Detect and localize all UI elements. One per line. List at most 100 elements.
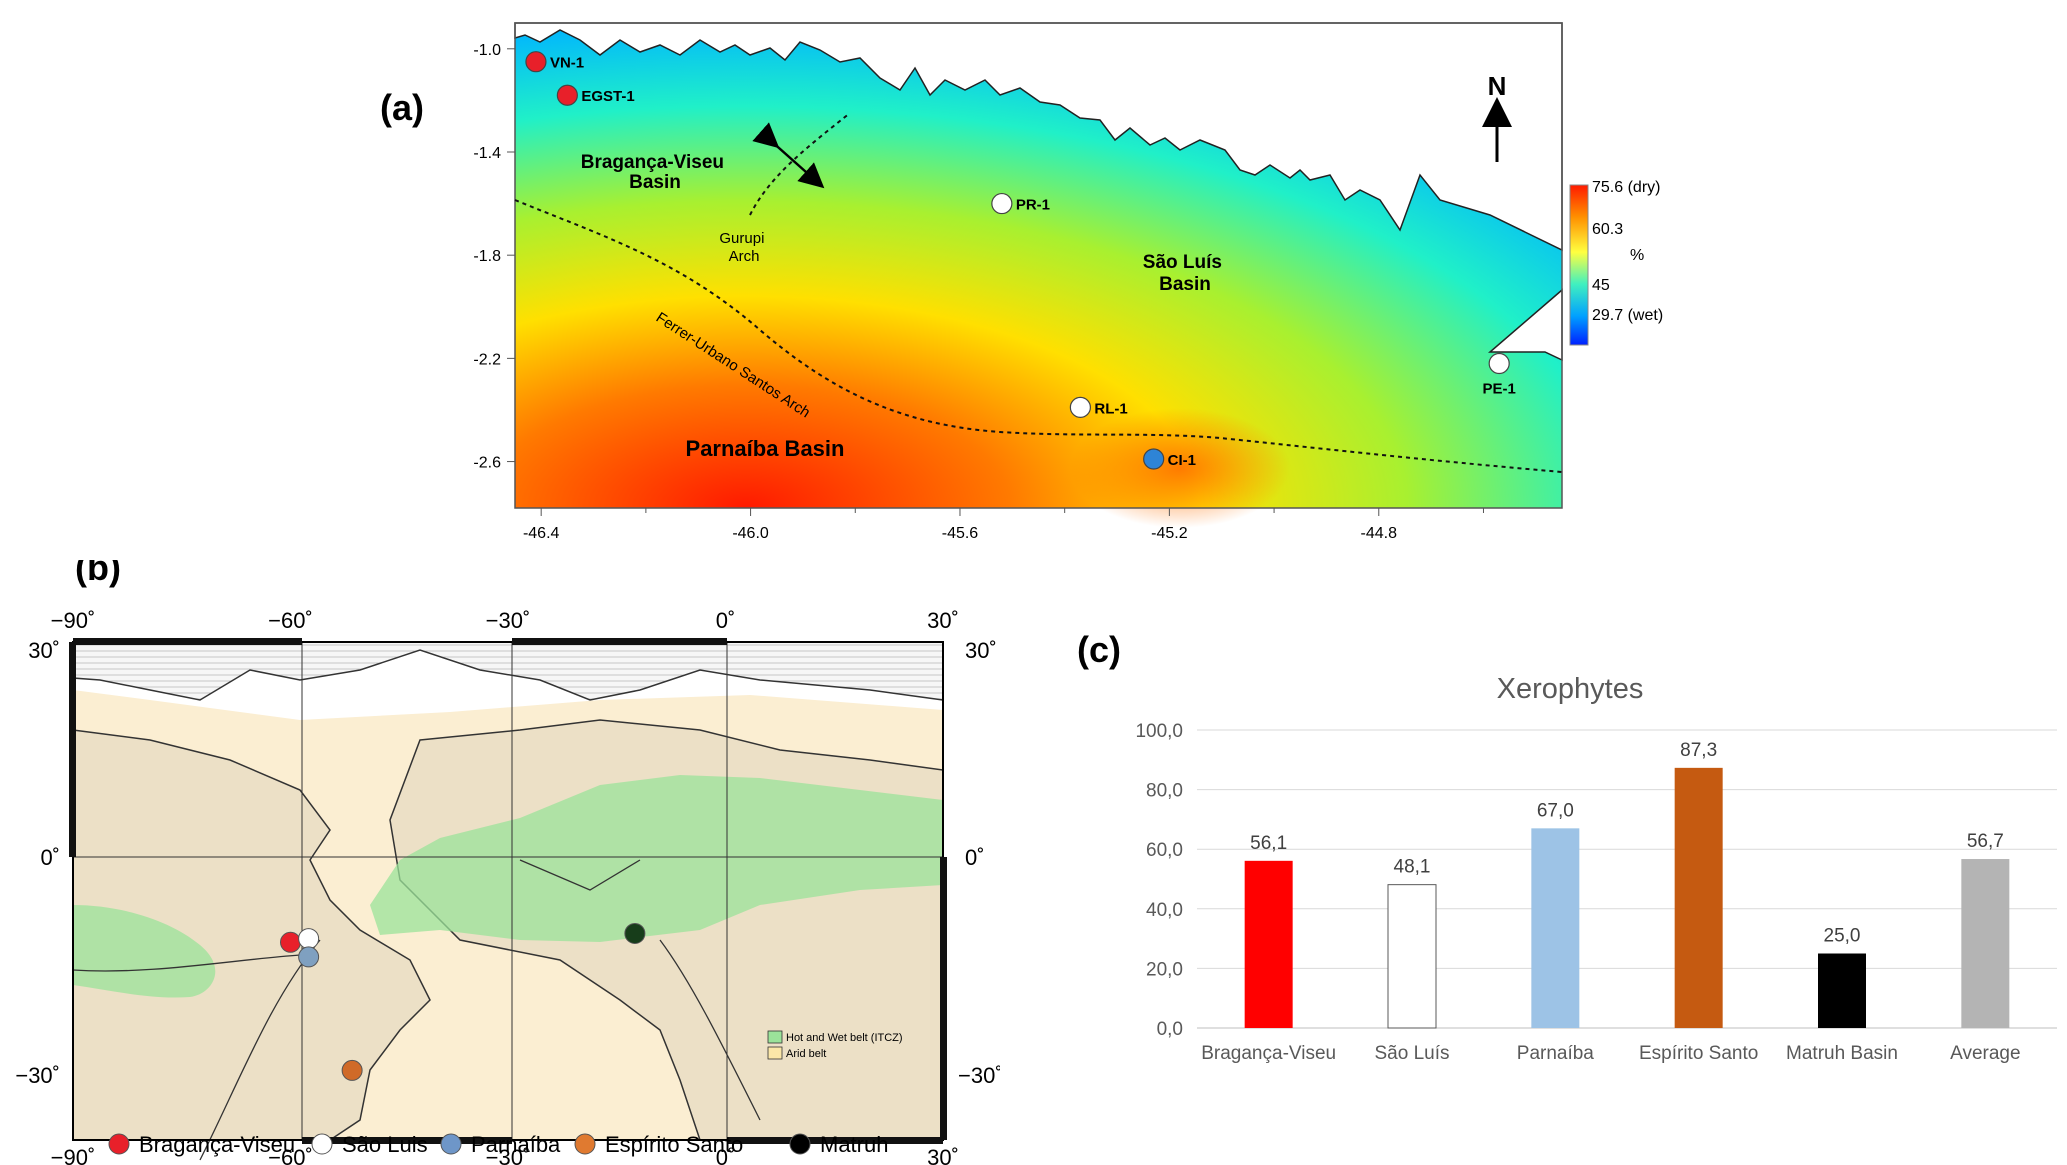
y-tick-label: -2.2 <box>473 351 501 368</box>
y-tick-label: -1.4 <box>473 145 501 162</box>
y-tick-label: -1.8 <box>473 248 501 265</box>
legend-label: São Luis <box>342 1132 428 1157</box>
well-label-vn-1: VN-1 <box>550 55 584 72</box>
site-matruh <box>624 922 646 944</box>
bars <box>1244 767 2010 1029</box>
legend-label: Bragança-Viseu <box>139 1132 295 1157</box>
well-marker-vn-1 <box>525 51 547 73</box>
lon-ticks-bottom: −90˚ −60˚ −30˚ 0˚ 30˚ <box>51 1145 959 1165</box>
bar-value-label: 87,3 <box>1680 740 1717 761</box>
y-tick-label: 100,0 <box>1135 721 1183 742</box>
itcz-belt-east <box>370 775 943 942</box>
well-label-pr-1: PR-1 <box>1016 197 1050 214</box>
bar-average <box>1961 859 2010 1028</box>
legend-label: Espírito Santo <box>605 1132 743 1157</box>
bar-value-label: 56,7 <box>1967 831 2004 852</box>
category-label: Average <box>1950 1043 2020 1064</box>
site-parna-ba <box>298 946 320 968</box>
lat-left-neg30: −30˚ <box>15 1063 60 1088</box>
north-land <box>72 641 944 701</box>
south-america-land <box>72 729 431 1141</box>
colorbar-unit: % <box>1630 247 1644 264</box>
site-esp-rito-santo <box>341 1059 363 1081</box>
y-tick-label: 80,0 <box>1146 781 1183 802</box>
y-axis-ticks: -1.0 -1.4 -1.8 -2.2 -2.6 <box>473 42 515 472</box>
colorbar <box>1569 184 1589 346</box>
bar-value-label: 56,1 <box>1250 833 1287 854</box>
category-label: Parnaíba <box>1517 1043 1595 1064</box>
colorbar-v1: 60.3 <box>1592 221 1623 238</box>
colorbar-min: 29.7 (wet) <box>1592 307 1663 324</box>
panel-b-label: (b) <box>75 560 121 588</box>
map-frame <box>514 22 1563 509</box>
legend-label: Matruh <box>820 1132 888 1157</box>
value-labels: 56,1 48,1 67,0 87,3 25,0 56,7 <box>1250 740 2004 947</box>
bar-parna-ba <box>1531 828 1580 1028</box>
bar-value-label: 25,0 <box>1824 926 1861 947</box>
lon-tick-bottom: −60˚ <box>268 1145 313 1165</box>
y-tick-label: 60,0 <box>1146 840 1183 861</box>
bar-s-o-lu-s <box>1387 884 1437 1029</box>
panel-a-label: (a) <box>380 87 424 128</box>
site-s-o-luis <box>298 928 320 950</box>
lon-tick-top: −90˚ <box>51 608 96 633</box>
legend-label: Parnaíba <box>471 1132 561 1157</box>
legend-marker <box>440 1133 462 1155</box>
legend-marker <box>574 1133 596 1155</box>
well-marker-pr-1 <box>991 192 1013 215</box>
itcz-belt-west <box>73 905 216 998</box>
y-tick-label: 20,0 <box>1146 959 1183 980</box>
ferrer-arch-line <box>514 199 1563 473</box>
legend-marker <box>789 1133 811 1155</box>
bar-value-label: 48,1 <box>1394 857 1431 878</box>
lon-tick-top: −60˚ <box>268 608 313 633</box>
legend-arid-swatch <box>767 1046 783 1060</box>
chart-title: Xerophytes <box>1497 673 1644 705</box>
lon-tick-top: 0˚ <box>716 608 736 633</box>
lon-tick-top: 30˚ <box>927 608 959 633</box>
y-tick-label: 40,0 <box>1146 900 1183 921</box>
x-tick-label: -45.6 <box>942 525 979 542</box>
panel-b-legend: Bragança-Viseu São Luis Parnaíba Espírito S… <box>108 1132 888 1157</box>
well-marker-ci-1 <box>1143 448 1165 470</box>
x-axis-ticks: -46.4 -46.0 -45.6 -45.2 -44.8 <box>523 508 1484 542</box>
arch-axis-arrow <box>752 122 825 189</box>
region-braganca: Bragança-Viseu Basin <box>581 152 730 193</box>
x-tick-label: -45.2 <box>1151 525 1188 542</box>
bar-bragan-a-viseu <box>1244 860 1293 1028</box>
chart-gridlines <box>1197 729 2057 1029</box>
y-tick-label: -2.6 <box>473 455 501 472</box>
well-label-pe-1: PE-1 <box>1483 381 1516 398</box>
region-gurupi: Gurupi Arch <box>719 230 768 265</box>
panel-a-title: Xerophytes <box>1249 51 1431 92</box>
well-label-egst-1: EGST-1 <box>581 88 634 105</box>
bar-esp-rito-santo <box>1674 767 1723 1028</box>
y-tick-label: 0,0 <box>1157 1019 1183 1040</box>
site-bragan-a-viseu <box>280 931 301 953</box>
lon-tick-bottom: −90˚ <box>51 1145 96 1165</box>
x-tick-label: -46.0 <box>732 525 769 542</box>
category-label: São Luís <box>1375 1043 1450 1064</box>
lat-right-0: 0˚ <box>965 845 985 870</box>
legend-arid-label: Arid belt <box>786 1048 826 1060</box>
north-label: N <box>1488 71 1507 101</box>
region-saoluis: São Luís Basin <box>1143 252 1227 295</box>
lon-tick-top: −30˚ <box>486 608 531 633</box>
legend-itcz-label: Hot and Wet belt (ITCZ) <box>786 1032 903 1044</box>
well-marker-pe-1 <box>1488 352 1510 375</box>
x-tick-label: -44.8 <box>1361 525 1398 542</box>
y-tick-labels: 0,0 20,0 40,0 60,0 80,0 100,0 <box>1135 721 1183 1040</box>
graticule <box>73 642 943 1140</box>
lat-left-0: 0˚ <box>40 845 60 870</box>
region-parnaiba: Parnaíba Basin <box>686 436 845 461</box>
bar-value-label: 67,0 <box>1537 800 1574 821</box>
bar-matruh-basin <box>1818 953 1866 1028</box>
panel-c-label: (c) <box>1077 629 1121 670</box>
continent-outlines <box>72 859 761 1161</box>
category-label: Matruh Basin <box>1786 1043 1898 1064</box>
panel-b-map: (b) −90˚ −60˚ −30˚ 0˚ 30˚ −90˚ −60˚ −30˚ 0˚ 30˚ … <box>15 560 1000 1165</box>
map-b-border-bars <box>69 638 947 1144</box>
y-tick-label: -1.0 <box>473 42 501 59</box>
wells-layer: VN-1 EGST-1 PR-1 RL-1 CI-1 PE-1 <box>525 51 1516 470</box>
legend-marker <box>311 1133 333 1155</box>
